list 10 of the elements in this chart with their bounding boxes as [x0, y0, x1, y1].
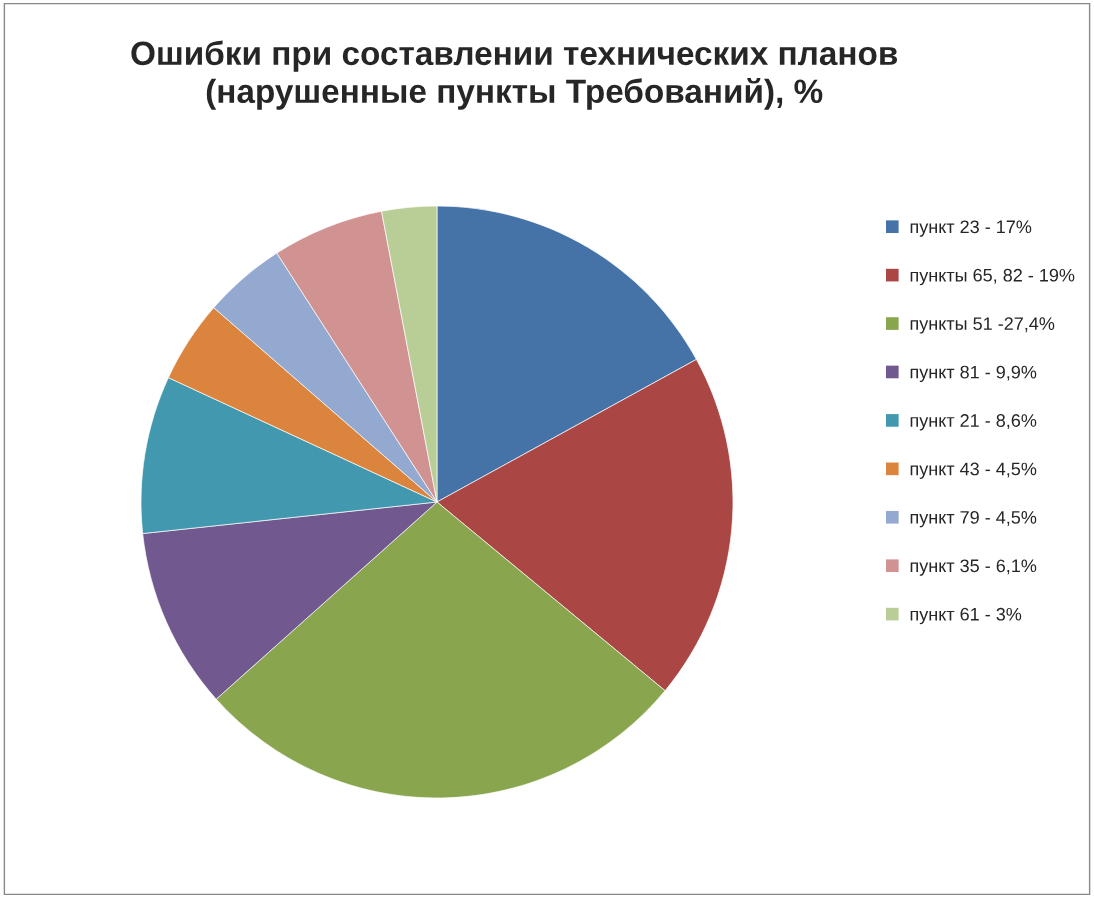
- legend-label: пункт 81 - 9,9%: [910, 365, 1037, 383]
- chart-title: Ошибки при составлении технических планов (нарушенные пункты Требований), %: [131, 40, 898, 110]
- legend-label: пункт 61 - 3%: [910, 607, 1022, 625]
- legend-label: пункт 23 - 17%: [910, 220, 1032, 237]
- legend-label: пункт 35 - 6,1%: [910, 559, 1037, 576]
- legend-label: пункты 51 -27,4%: [910, 317, 1055, 334]
- legend-label: пункт 21 - 8,6%: [910, 414, 1037, 431]
- legend-label: пункт 79 - 4,5%: [910, 510, 1037, 528]
- legend-label: пункт 43 - 4,5%: [910, 462, 1037, 479]
- legend-label: пункты 65, 82 - 19%: [910, 268, 1075, 286]
